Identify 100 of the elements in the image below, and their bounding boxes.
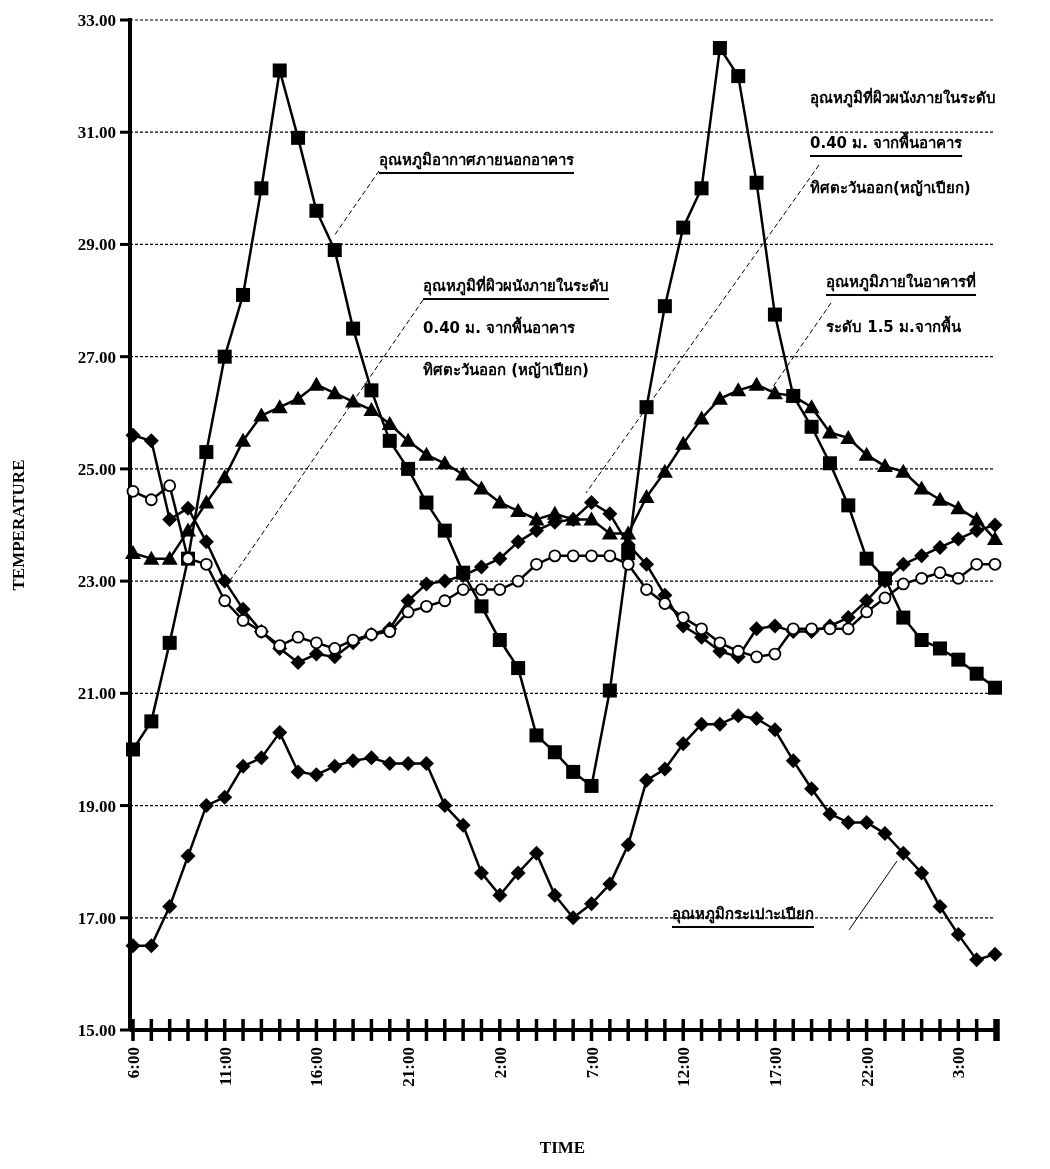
point — [253, 750, 269, 766]
point — [656, 463, 673, 478]
y-tick-label: 33.00 — [77, 11, 116, 30]
point — [566, 549, 580, 563]
point — [510, 534, 526, 550]
x-tick-label: 3:00 — [949, 1047, 969, 1079]
point — [749, 711, 765, 727]
x-tick-label: 11:00 — [215, 1047, 235, 1086]
point — [345, 753, 361, 769]
point — [822, 806, 838, 822]
x-axis-title: TIME — [539, 1138, 586, 1157]
point — [932, 641, 947, 656]
point — [914, 865, 930, 881]
point — [639, 400, 654, 415]
point — [161, 550, 178, 565]
y-tick-label: 19.00 — [77, 796, 116, 816]
point — [290, 390, 307, 405]
point — [803, 399, 820, 414]
point — [658, 597, 672, 610]
point — [217, 789, 233, 805]
point — [859, 814, 875, 830]
point — [308, 646, 324, 662]
point — [290, 764, 306, 780]
point — [748, 376, 765, 391]
annotation: อุณหภูมิที่ผิวผนังภายในระดับ 0.40 ม. จากพื้นอาคาร ทิศตะวันออก (หญ้าเปียก) — [228, 277, 610, 583]
y-tick-label: 29.00 — [77, 235, 116, 255]
point — [858, 446, 875, 461]
point — [328, 642, 342, 655]
point — [914, 548, 930, 564]
x-tick-label: 12:00 — [674, 1047, 694, 1087]
point — [363, 401, 380, 416]
point — [602, 876, 618, 892]
point — [198, 534, 214, 550]
point — [291, 630, 305, 644]
point — [529, 728, 544, 743]
point — [217, 573, 233, 589]
point — [199, 557, 213, 571]
point — [933, 566, 947, 580]
point — [383, 625, 397, 639]
point — [988, 680, 1002, 695]
point — [310, 636, 323, 650]
point — [198, 798, 214, 814]
point — [584, 896, 600, 912]
point — [987, 531, 1003, 546]
point — [895, 463, 912, 478]
point — [694, 181, 709, 196]
x-tick-label: 6:00 — [124, 1047, 143, 1079]
x-tick-label: 2:00 — [490, 1047, 510, 1079]
point — [125, 938, 141, 954]
point — [144, 714, 159, 729]
point — [381, 416, 398, 430]
point — [713, 636, 727, 650]
point — [473, 865, 489, 881]
point — [401, 461, 416, 476]
point — [163, 479, 177, 493]
point — [528, 511, 545, 526]
point — [969, 523, 985, 539]
point — [272, 725, 288, 741]
point — [731, 69, 746, 84]
point — [510, 865, 526, 881]
y-tick-label: 17.00 — [77, 908, 116, 928]
point — [876, 458, 893, 473]
point — [180, 848, 196, 864]
point — [400, 432, 417, 447]
point — [254, 181, 269, 196]
point — [235, 432, 252, 447]
point — [913, 480, 930, 495]
point — [144, 493, 158, 507]
point — [162, 511, 178, 527]
point — [235, 601, 251, 617]
point — [639, 772, 655, 788]
point — [565, 910, 581, 926]
point — [530, 557, 543, 571]
point — [492, 633, 507, 648]
point — [969, 952, 985, 968]
point — [272, 63, 287, 78]
point — [767, 307, 782, 322]
point — [712, 716, 728, 732]
point — [915, 571, 929, 585]
point — [950, 500, 967, 515]
point — [896, 577, 910, 591]
point — [346, 633, 360, 647]
point — [821, 424, 838, 439]
point — [859, 551, 874, 566]
point — [731, 644, 745, 658]
point — [456, 583, 470, 596]
point — [840, 430, 857, 445]
point — [694, 716, 710, 732]
point — [932, 539, 948, 555]
point — [455, 817, 471, 833]
point — [491, 494, 508, 509]
point — [860, 605, 874, 619]
point — [528, 845, 544, 861]
point — [602, 506, 618, 522]
point — [253, 407, 270, 422]
y-tick-label: 25.00 — [77, 459, 116, 479]
point — [657, 299, 672, 314]
point — [418, 576, 434, 592]
x-tick-label: 16:00 — [307, 1047, 327, 1087]
point — [895, 845, 911, 861]
